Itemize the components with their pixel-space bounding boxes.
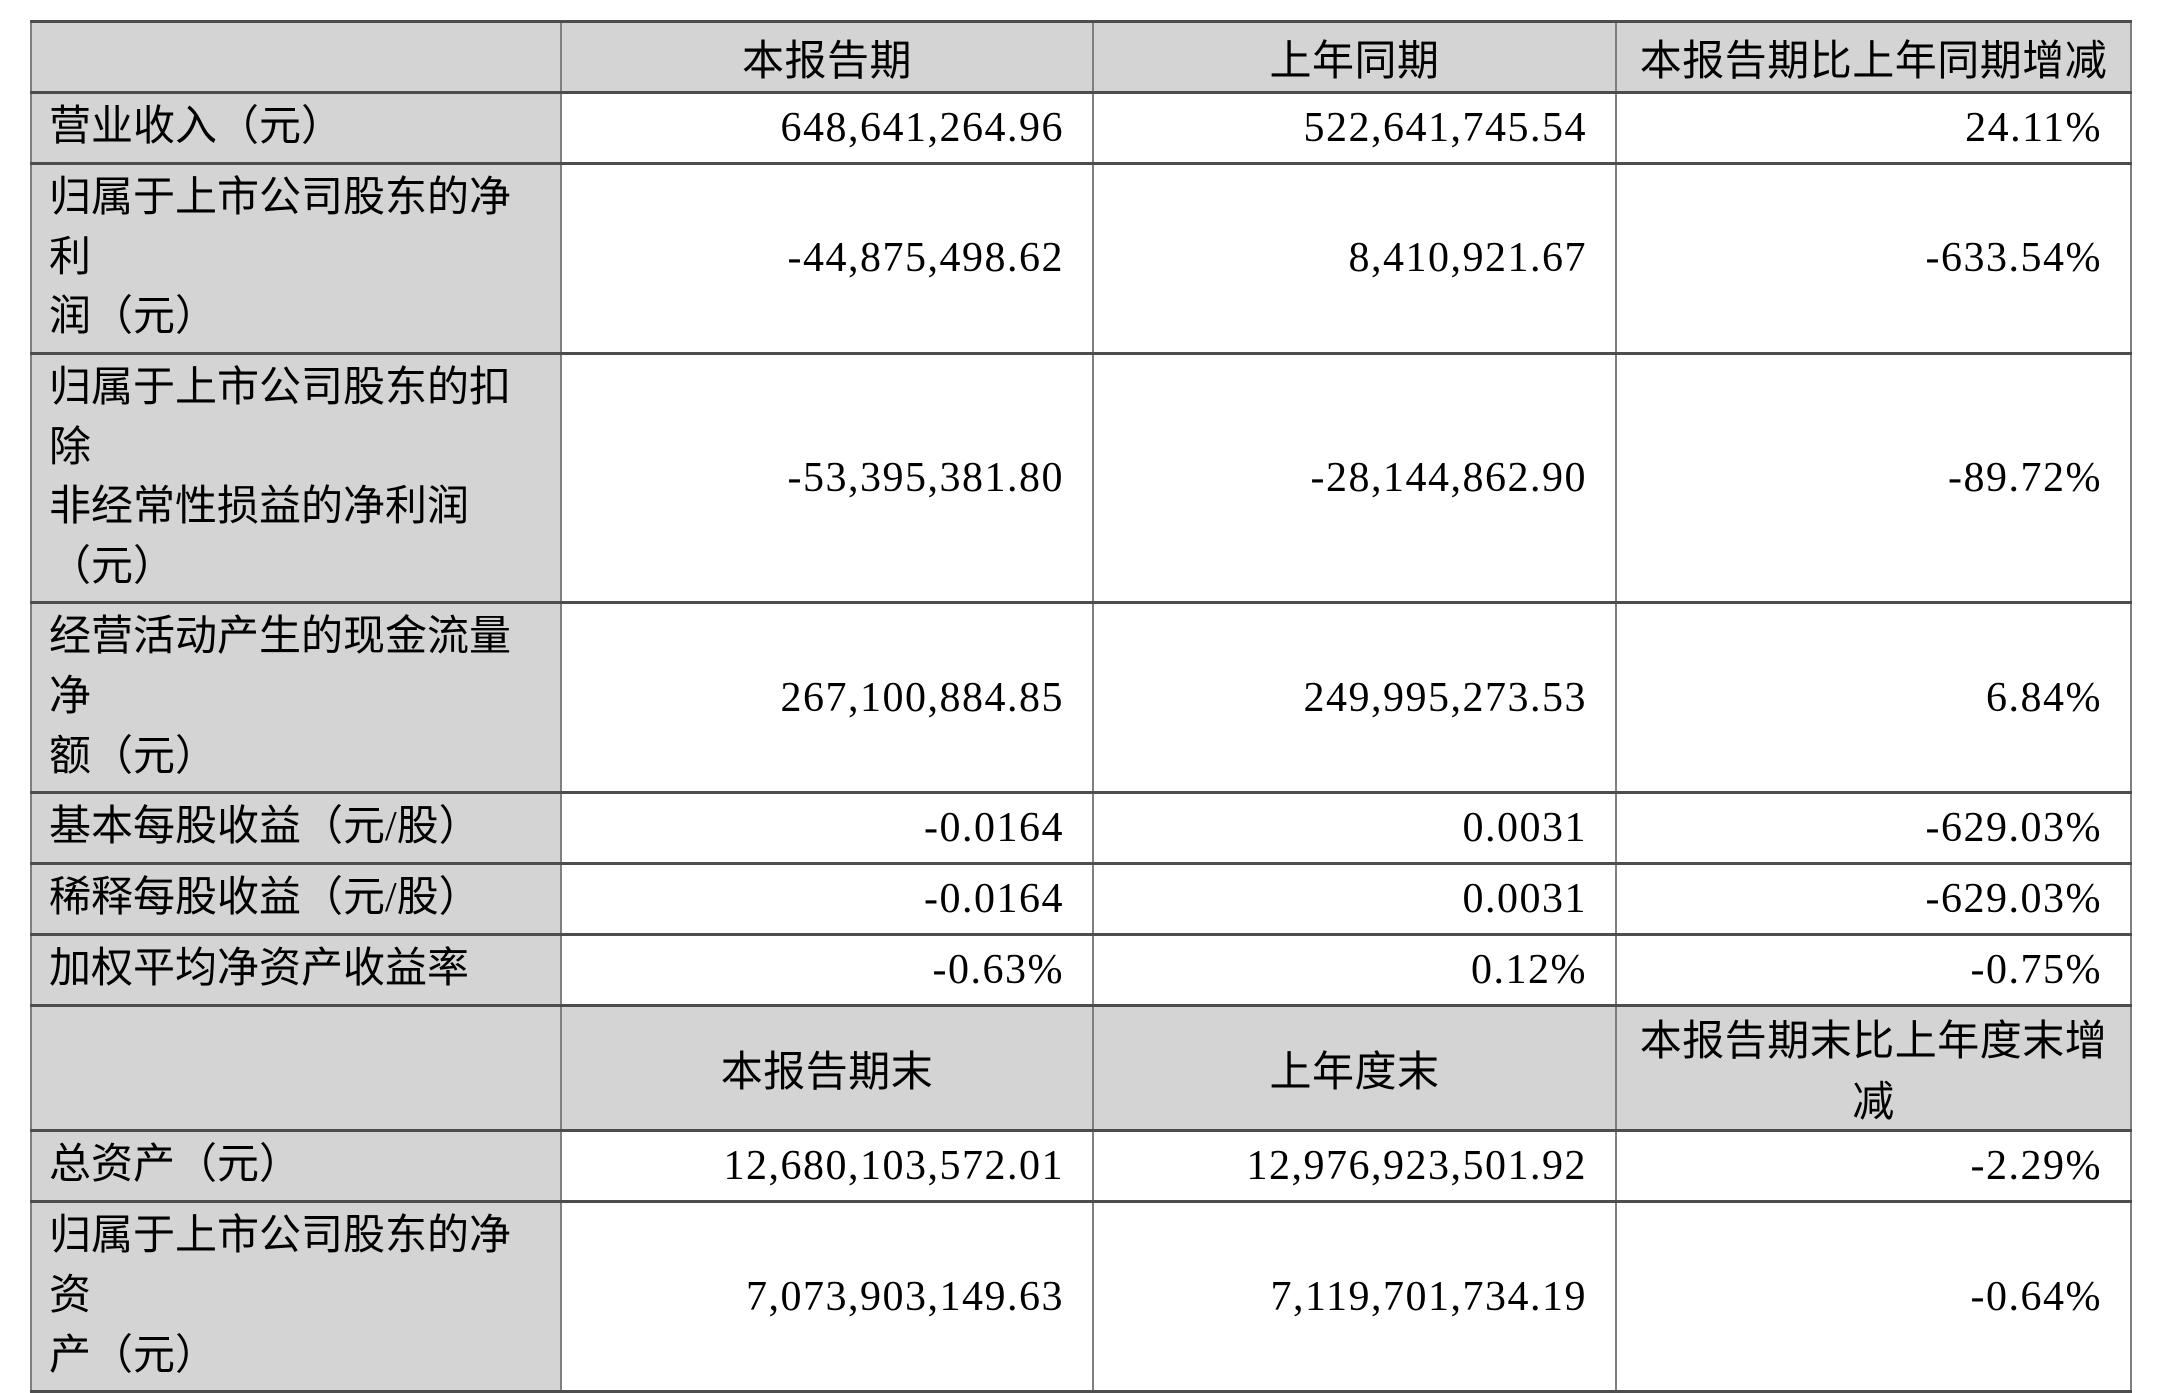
prior-value: 0.0031 — [1092, 791, 1617, 866]
current-value: 267,100,884.85 — [560, 601, 1094, 795]
current-value: -0.0164 — [560, 862, 1094, 937]
table-row-net-profit: 归属于上市公司股东的净利 润（元） -44,875,498.62 8,410,9… — [30, 162, 2132, 355]
corner-cell — [30, 1004, 562, 1133]
table-row-total-assets: 总资产（元） 12,680,103,572.01 12,976,923,501.… — [30, 1129, 2132, 1204]
metric-label: 归属于上市公司股东的净资 产（元） — [30, 1200, 562, 1393]
change-value: 6.84% — [1615, 601, 2132, 795]
metric-label: 总资产（元） — [30, 1129, 562, 1204]
current-value: -0.0164 — [560, 791, 1094, 866]
current-value: 648,641,264.96 — [560, 91, 1094, 165]
prior-value: 0.12% — [1092, 933, 1617, 1008]
prior-value: 0.0031 — [1092, 862, 1617, 937]
table-row-weighted-avg-roe: 加权平均净资产收益率 -0.63% 0.12% -0.75% — [30, 933, 2132, 1008]
change-value: -2.29% — [1615, 1129, 2132, 1204]
prior-value: 12,976,923,501.92 — [1092, 1129, 1617, 1204]
table-row-operating-cash-flow: 经营活动产生的现金流量净 额（元） 267,100,884.85 249,995… — [30, 601, 2132, 795]
current-value: 7,073,903,149.63 — [560, 1200, 1094, 1393]
prior-value: 249,995,273.53 — [1092, 601, 1617, 795]
table-row-net-assets: 归属于上市公司股东的净资 产（元） 7,073,903,149.63 7,119… — [30, 1200, 2132, 1393]
current-value: -0.63% — [560, 933, 1094, 1008]
metric-label: 营业收入（元） — [30, 91, 562, 165]
table-row-diluted-eps: 稀释每股收益（元/股） -0.0164 0.0031 -629.03% — [30, 862, 2132, 937]
change-value: 24.11% — [1615, 91, 2132, 165]
prior-value: 8,410,921.67 — [1092, 162, 1617, 355]
metric-label: 加权平均净资产收益率 — [30, 933, 562, 1008]
table-row-net-profit-excl-nonrecurring: 归属于上市公司股东的扣除 非经常性损益的净利润 （元） -53,395,381.… — [30, 351, 2132, 605]
change-value: -633.54% — [1615, 162, 2132, 355]
financial-summary-table: 本报告期 上年同期 本报告期比上年同期增减 营业收入（元） 648,641,26… — [30, 20, 2132, 1393]
metric-label: 归属于上市公司股东的净利 润（元） — [30, 162, 562, 355]
corner-cell — [30, 20, 562, 94]
change-value: -0.75% — [1615, 933, 2132, 1008]
col-header-current-period: 本报告期 — [560, 20, 1094, 94]
change-value: -629.03% — [1615, 862, 2132, 937]
prior-value: -28,144,862.90 — [1092, 351, 1617, 605]
metric-label: 基本每股收益（元/股） — [30, 791, 562, 866]
metric-label: 稀释每股收益（元/股） — [30, 862, 562, 937]
change-value: -0.64% — [1615, 1200, 2132, 1393]
prior-value: 7,119,701,734.19 — [1092, 1200, 1617, 1393]
current-value: -53,395,381.80 — [560, 351, 1094, 605]
period-header-row: 本报告期 上年同期 本报告期比上年同期增减 — [30, 20, 2132, 94]
col-header-period-end-change: 本报告期末比上年度末增减 — [1615, 1004, 2132, 1133]
table-row-operating-revenue: 营业收入（元） 648,641,264.96 522,641,745.54 24… — [30, 91, 2132, 165]
current-value: 12,680,103,572.01 — [560, 1129, 1094, 1204]
table-row-basic-eps: 基本每股收益（元/股） -0.0164 0.0031 -629.03% — [30, 791, 2132, 866]
period-end-header-row: 本报告期末 上年度末 本报告期末比上年度末增减 — [30, 1004, 2132, 1133]
col-header-period-change: 本报告期比上年同期增减 — [1615, 20, 2132, 94]
current-value: -44,875,498.62 — [560, 162, 1094, 355]
change-value: -89.72% — [1615, 351, 2132, 605]
col-header-current-period-end: 本报告期末 — [560, 1004, 1094, 1133]
col-header-prior-year-end: 上年度末 — [1092, 1004, 1617, 1133]
metric-label: 归属于上市公司股东的扣除 非经常性损益的净利润 （元） — [30, 351, 562, 605]
col-header-prior-period: 上年同期 — [1092, 20, 1617, 94]
change-value: -629.03% — [1615, 791, 2132, 866]
metric-label: 经营活动产生的现金流量净 额（元） — [30, 601, 562, 795]
prior-value: 522,641,745.54 — [1092, 91, 1617, 165]
